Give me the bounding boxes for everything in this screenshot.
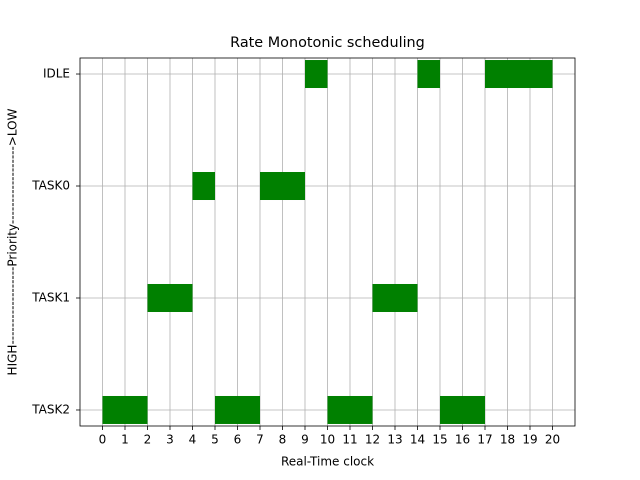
task-segment [192, 172, 215, 201]
x-tick-label: 1 [121, 433, 129, 447]
x-tick-label: 15 [432, 433, 447, 447]
task-segment [485, 60, 553, 89]
y-tick-label: TASK2 [31, 402, 70, 416]
x-tick-label: 7 [256, 433, 264, 447]
task-segment [417, 60, 440, 89]
x-tick-label: 20 [545, 433, 560, 447]
x-tick-label: 0 [99, 433, 107, 447]
y-axis-label: HIGH------------------Priority----------… [6, 108, 20, 375]
chart-title: Rate Monotonic scheduling [230, 35, 425, 51]
x-tick-label: 11 [342, 433, 357, 447]
x-tick-label: 5 [211, 433, 219, 447]
x-tick-label: 17 [477, 433, 492, 447]
task-segment [372, 283, 418, 312]
x-tick-label: 2 [144, 433, 152, 447]
x-tick-label: 4 [189, 433, 197, 447]
task-segment [440, 395, 485, 424]
plot-frame [79, 57, 576, 427]
x-tick-label: 18 [500, 433, 515, 447]
task-segment [260, 172, 305, 201]
x-tick-label: 13 [387, 433, 402, 447]
task-segment [215, 395, 260, 424]
x-tick-label: 14 [410, 433, 425, 447]
y-tick-label: IDLE [43, 67, 70, 81]
x-tick-label: 10 [320, 433, 335, 447]
x-tick-label: 9 [301, 433, 309, 447]
y-tick-label: TASK1 [31, 290, 70, 304]
task-segment [305, 60, 328, 89]
x-tick-label: 16 [455, 433, 470, 447]
task-segment [102, 395, 148, 424]
x-tick-label: 12 [365, 433, 380, 447]
task-segment [327, 395, 373, 424]
y-tick-label: TASK0 [31, 179, 70, 193]
x-tick-label: 19 [522, 433, 537, 447]
x-tick-label: 3 [166, 433, 174, 447]
x-tick-label: 8 [279, 433, 287, 447]
x-tick-label: 6 [234, 433, 242, 447]
task-segment [147, 283, 193, 312]
x-axis-label: Real-Time clock [281, 455, 374, 469]
